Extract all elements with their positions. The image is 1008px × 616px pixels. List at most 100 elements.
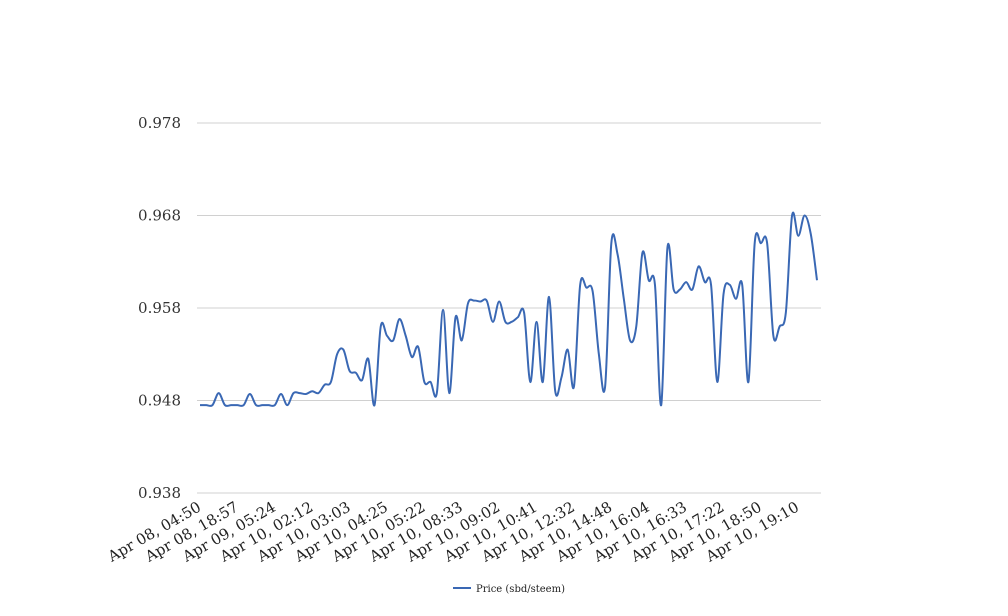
data-point (284, 402, 290, 408)
data-point (565, 347, 571, 353)
data-point (745, 379, 751, 385)
data-point (646, 277, 652, 283)
data-point (615, 251, 621, 257)
data-point (571, 384, 577, 390)
data-point (322, 382, 328, 388)
data-point (721, 291, 727, 297)
y-tick-label: 0.978 (138, 114, 181, 132)
data-point (453, 314, 459, 320)
data-point (696, 263, 702, 269)
data-point (266, 402, 272, 408)
data-point (241, 402, 247, 408)
data-point (434, 390, 440, 396)
data-point (733, 296, 739, 302)
data-point (758, 240, 764, 246)
data-point (203, 402, 209, 408)
data-point (290, 390, 296, 396)
data-point (764, 240, 770, 246)
data-point (802, 213, 808, 219)
data-point (477, 299, 483, 305)
series-layer (197, 211, 820, 408)
data-point (353, 370, 359, 376)
data-point (596, 351, 602, 357)
data-point (428, 379, 434, 385)
data-point (583, 285, 589, 291)
data-point (783, 310, 789, 316)
data-point (403, 333, 409, 339)
data-point (652, 282, 658, 288)
data-point (272, 402, 278, 408)
data-point (228, 402, 234, 408)
data-point (727, 282, 733, 288)
data-point (552, 388, 558, 394)
data-point (303, 391, 309, 397)
y-axis-ticks: 0.938 0.948 0.958 0.968 0.978 (138, 114, 181, 502)
data-point (770, 333, 776, 339)
data-point (465, 300, 471, 306)
data-point (359, 377, 365, 383)
data-point (795, 233, 801, 239)
y-tick-label: 0.948 (138, 392, 181, 410)
data-point (814, 277, 820, 283)
data-point (253, 402, 259, 408)
data-point (247, 391, 253, 397)
data-point (577, 282, 583, 288)
data-point (378, 324, 384, 330)
data-point (540, 379, 546, 385)
data-point (496, 299, 502, 305)
data-point (197, 402, 203, 408)
data-point (590, 288, 596, 294)
data-point (714, 379, 720, 385)
data-point (471, 298, 477, 304)
data-point (683, 279, 689, 285)
data-point (639, 250, 645, 256)
data-point (509, 319, 515, 325)
gridlines (197, 122, 821, 494)
data-point (621, 296, 627, 302)
data-point (608, 240, 614, 246)
data-point (372, 402, 378, 408)
data-point (340, 347, 346, 353)
data-point (415, 344, 421, 350)
y-tick-label: 0.938 (138, 484, 181, 502)
data-point (222, 402, 228, 408)
data-point (396, 316, 402, 322)
data-point (347, 368, 353, 374)
data-point (789, 213, 795, 219)
legend-label: Price (sbd/steem) (476, 584, 565, 595)
data-point (309, 388, 315, 394)
data-point (739, 282, 745, 288)
data-point (328, 379, 334, 385)
y-tick-label: 0.958 (138, 299, 181, 317)
legend: Price (sbd/steem) (453, 584, 565, 595)
data-point (421, 379, 427, 385)
data-point (627, 337, 633, 343)
data-point (446, 390, 452, 396)
data-point (602, 384, 608, 390)
data-point (409, 354, 415, 360)
data-point (490, 319, 496, 325)
data-point (515, 314, 521, 320)
data-point (297, 390, 303, 396)
data-point (334, 351, 340, 357)
data-point (658, 402, 664, 408)
data-point (808, 231, 814, 237)
data-point (278, 391, 284, 397)
data-point (521, 310, 527, 316)
data-point (502, 319, 508, 325)
data-point (689, 287, 695, 293)
data-point (216, 390, 222, 396)
data-point (484, 298, 490, 304)
data-point (440, 307, 446, 313)
data-point (527, 379, 533, 385)
data-point (390, 337, 396, 343)
series-line-0 (200, 211, 818, 408)
data-point (777, 324, 783, 330)
data-point (664, 245, 670, 251)
data-point (671, 287, 677, 293)
data-point (315, 390, 321, 396)
data-point (384, 333, 390, 339)
data-point (633, 324, 639, 330)
